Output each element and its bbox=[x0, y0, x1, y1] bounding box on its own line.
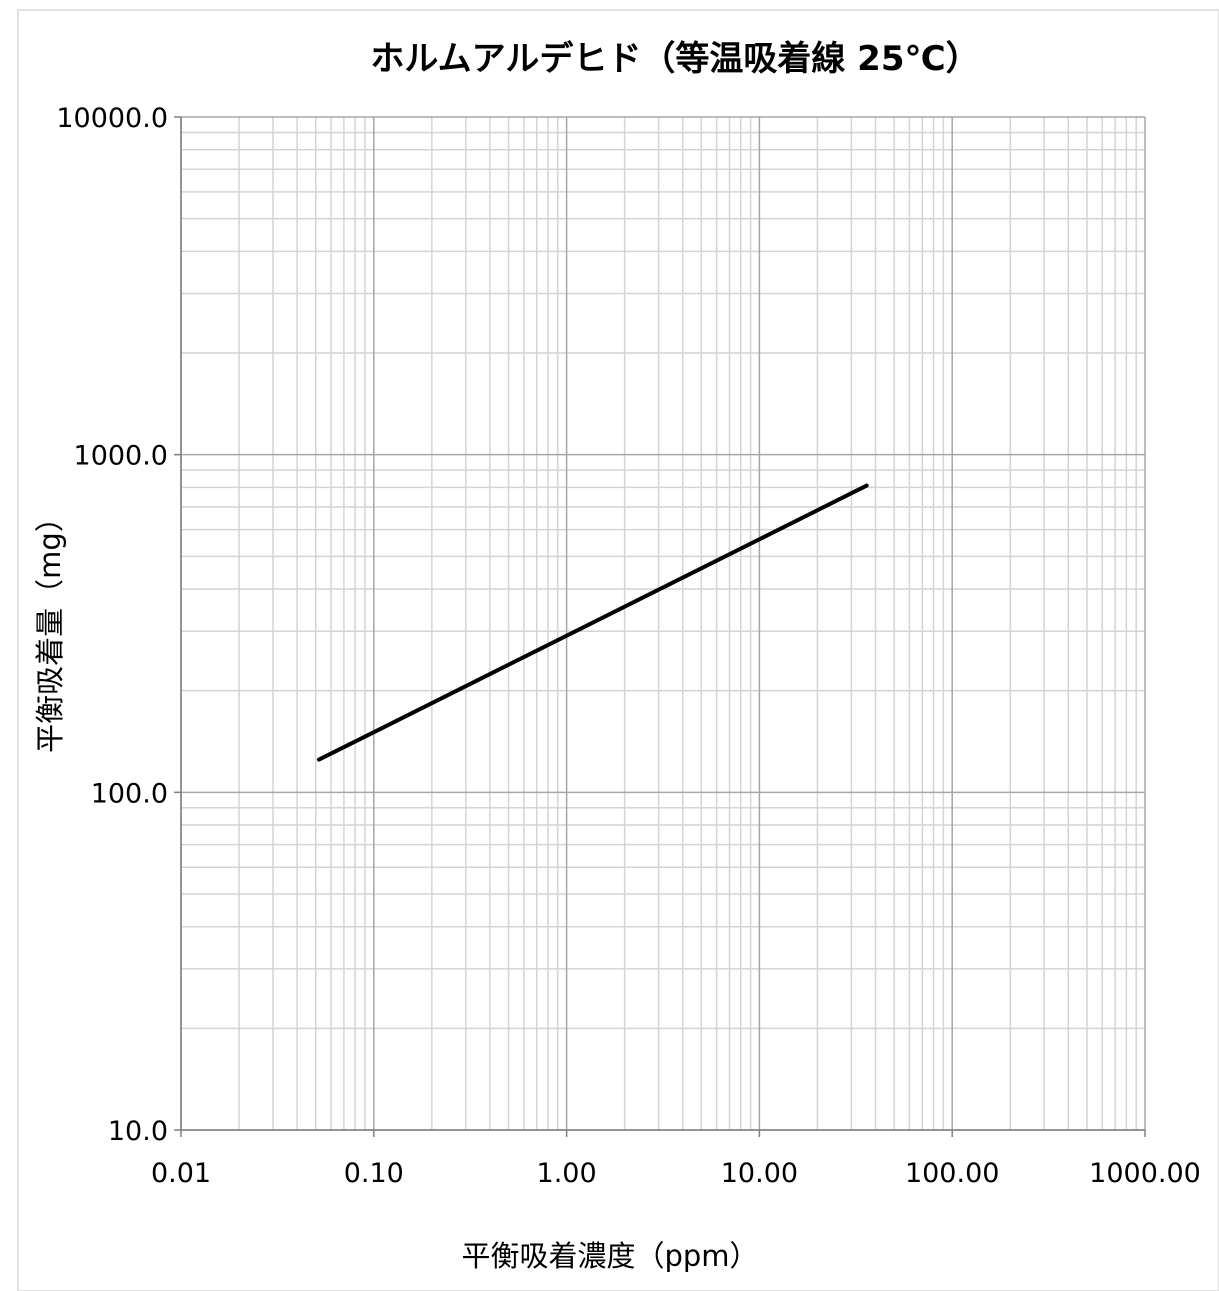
x-tick-label: 0.01 bbox=[151, 1158, 211, 1189]
y-tick-label: 10000.0 bbox=[56, 103, 168, 134]
y-axis-title: 平衡吸着量（mg） bbox=[33, 503, 67, 753]
x-tick-label: 1.00 bbox=[537, 1158, 597, 1189]
x-tick-labels: 0.01 0.10 1.00 10.00 100.00 1000.00 bbox=[151, 1158, 1201, 1189]
chart-frame bbox=[17, 9, 1219, 1291]
x-tick-label: 0.10 bbox=[344, 1158, 404, 1189]
chart-title: ホルムアルデヒド（等温吸着線 25℃） bbox=[370, 39, 979, 79]
y-tick-labels: 10.0 100.0 1000.0 10000.0 bbox=[56, 103, 168, 1147]
x-axis-title: 平衡吸着濃度（ppm） bbox=[461, 1239, 758, 1273]
series-line bbox=[317, 483, 869, 762]
grid bbox=[180, 116, 1146, 1131]
y-tick-label: 10.0 bbox=[108, 1116, 168, 1147]
axes bbox=[174, 116, 1146, 1137]
y-tick-label: 1000.0 bbox=[74, 441, 168, 472]
y-tick-label: 100.0 bbox=[91, 778, 168, 809]
x-tick-label: 100.00 bbox=[905, 1158, 999, 1189]
x-tick-label: 10.00 bbox=[721, 1158, 798, 1189]
series-layer bbox=[317, 483, 869, 762]
x-tick-label: 1000.00 bbox=[1089, 1158, 1201, 1189]
